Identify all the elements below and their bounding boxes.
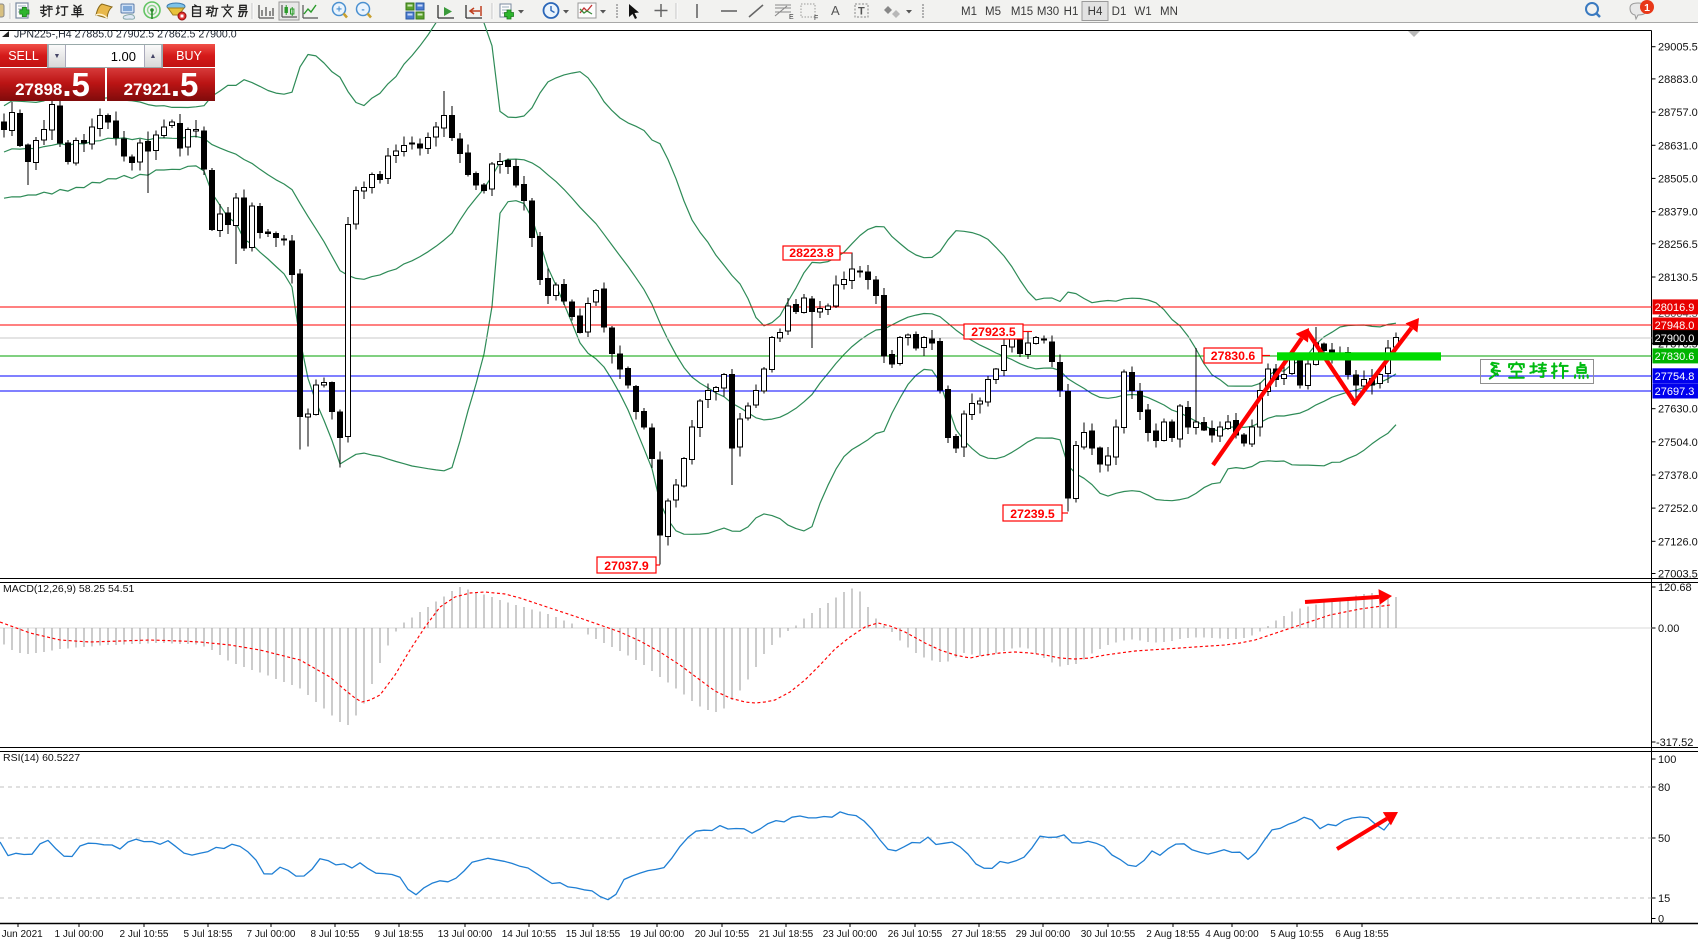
svg-text:27830.6: 27830.6 — [1211, 349, 1256, 363]
svg-text:7 Jul 00:00: 7 Jul 00:00 — [247, 929, 296, 940]
svg-text:28379.0: 28379.0 — [1658, 207, 1698, 219]
svg-text:28505.0: 28505.0 — [1658, 173, 1698, 185]
svg-text:8 Jul 10:55: 8 Jul 10:55 — [311, 929, 360, 940]
svg-text:D1: D1 — [1112, 6, 1127, 18]
svg-text:27 Jul 18:55: 27 Jul 18:55 — [952, 929, 1007, 940]
svg-text:H1: H1 — [1064, 6, 1079, 18]
svg-text:28757.0: 28757.0 — [1658, 107, 1698, 119]
svg-text:28256.5: 28256.5 — [1658, 239, 1698, 251]
svg-text:H4: H4 — [1088, 6, 1103, 18]
svg-text:27830.6: 27830.6 — [1655, 351, 1695, 363]
svg-text:27923.5: 27923.5 — [971, 325, 1016, 339]
svg-text:5 Jul 18:55: 5 Jul 18:55 — [184, 929, 233, 940]
svg-text:6 Aug 18:55: 6 Aug 18:55 — [1335, 929, 1389, 940]
svg-text:27252.0: 27252.0 — [1658, 503, 1698, 515]
svg-text:4 Aug 00:00: 4 Aug 00:00 — [1205, 929, 1259, 940]
svg-text:9 Jun 2021: 9 Jun 2021 — [0, 929, 43, 940]
svg-text:1 Jul 00:00: 1 Jul 00:00 — [55, 929, 104, 940]
svg-text:1: 1 — [1644, 2, 1650, 14]
svg-text:80: 80 — [1658, 782, 1670, 794]
svg-text:19 Jul 00:00: 19 Jul 00:00 — [630, 929, 685, 940]
svg-text:27697.3: 27697.3 — [1655, 386, 1695, 398]
svg-text:M15: M15 — [1011, 6, 1033, 18]
svg-text:27003.5: 27003.5 — [1658, 569, 1698, 581]
svg-text:100: 100 — [1658, 754, 1676, 766]
svg-text:15 Jul 18:55: 15 Jul 18:55 — [566, 929, 621, 940]
svg-text:14 Jul 10:55: 14 Jul 10:55 — [502, 929, 557, 940]
svg-text:27900.0: 27900.0 — [1655, 333, 1695, 345]
svg-text:0: 0 — [1658, 914, 1664, 926]
svg-text:27037.9: 27037.9 — [604, 559, 649, 573]
svg-text:21 Jul 18:55: 21 Jul 18:55 — [759, 929, 814, 940]
svg-text:M1: M1 — [961, 6, 977, 18]
svg-text:2 Aug 18:55: 2 Aug 18:55 — [1146, 929, 1200, 940]
svg-text:23 Jul 00:00: 23 Jul 00:00 — [823, 929, 878, 940]
svg-text:28130.5: 28130.5 — [1658, 272, 1698, 284]
svg-text:M5: M5 — [985, 6, 1001, 18]
svg-text:0.00: 0.00 — [1658, 623, 1679, 635]
svg-text:JPN225-,H4 27885.0 27902.5 27: JPN225-,H4 27885.0 27902.5 27862.5 27900… — [14, 29, 237, 41]
svg-text:M30: M30 — [1037, 6, 1059, 18]
svg-text:13 Jul 00:00: 13 Jul 00:00 — [438, 929, 493, 940]
svg-text:27630.0: 27630.0 — [1658, 404, 1698, 416]
svg-text:28631.0: 28631.0 — [1658, 140, 1698, 152]
svg-text:5 Aug 10:55: 5 Aug 10:55 — [1270, 929, 1324, 940]
svg-text:9 Jul 18:55: 9 Jul 18:55 — [375, 929, 424, 940]
svg-text:2 Jul 10:55: 2 Jul 10:55 — [120, 929, 169, 940]
svg-text:50: 50 — [1658, 833, 1670, 845]
svg-text:27504.0: 27504.0 — [1658, 437, 1698, 449]
svg-text:-317.52: -317.52 — [1656, 737, 1693, 749]
svg-text:MACD(12,26,9) 58.25 54.51: MACD(12,26,9) 58.25 54.51 — [3, 583, 134, 595]
svg-text:27378.0: 27378.0 — [1658, 470, 1698, 482]
svg-text:27239.5: 27239.5 — [1010, 507, 1055, 521]
svg-text:120.68: 120.68 — [1658, 582, 1692, 594]
svg-text:28883.0: 28883.0 — [1658, 74, 1698, 86]
svg-text:26 Jul 10:55: 26 Jul 10:55 — [888, 929, 943, 940]
svg-text:A: A — [831, 3, 840, 18]
svg-text:27126.0: 27126.0 — [1658, 536, 1698, 548]
svg-text:29005.5: 29005.5 — [1658, 42, 1698, 54]
svg-text:20 Jul 10:55: 20 Jul 10:55 — [695, 929, 750, 940]
svg-text:28016.9: 28016.9 — [1655, 302, 1695, 314]
svg-text:28223.8: 28223.8 — [789, 246, 834, 260]
svg-text:29 Jul 00:00: 29 Jul 00:00 — [1016, 929, 1071, 940]
svg-text:MN: MN — [1160, 6, 1178, 18]
svg-text:E: E — [789, 14, 794, 21]
svg-text:27948.0: 27948.0 — [1655, 320, 1695, 332]
svg-text:T: T — [858, 6, 865, 18]
svg-text:W1: W1 — [1134, 6, 1151, 18]
svg-text:27754.8: 27754.8 — [1655, 371, 1695, 383]
svg-text:-: - — [361, 5, 364, 16]
svg-text:30 Jul 10:55: 30 Jul 10:55 — [1081, 929, 1136, 940]
svg-text:RSI(14) 60.5227: RSI(14) 60.5227 — [3, 752, 80, 764]
svg-text:15: 15 — [1658, 893, 1670, 905]
svg-text:+: + — [336, 5, 342, 16]
svg-text:F: F — [814, 15, 818, 22]
